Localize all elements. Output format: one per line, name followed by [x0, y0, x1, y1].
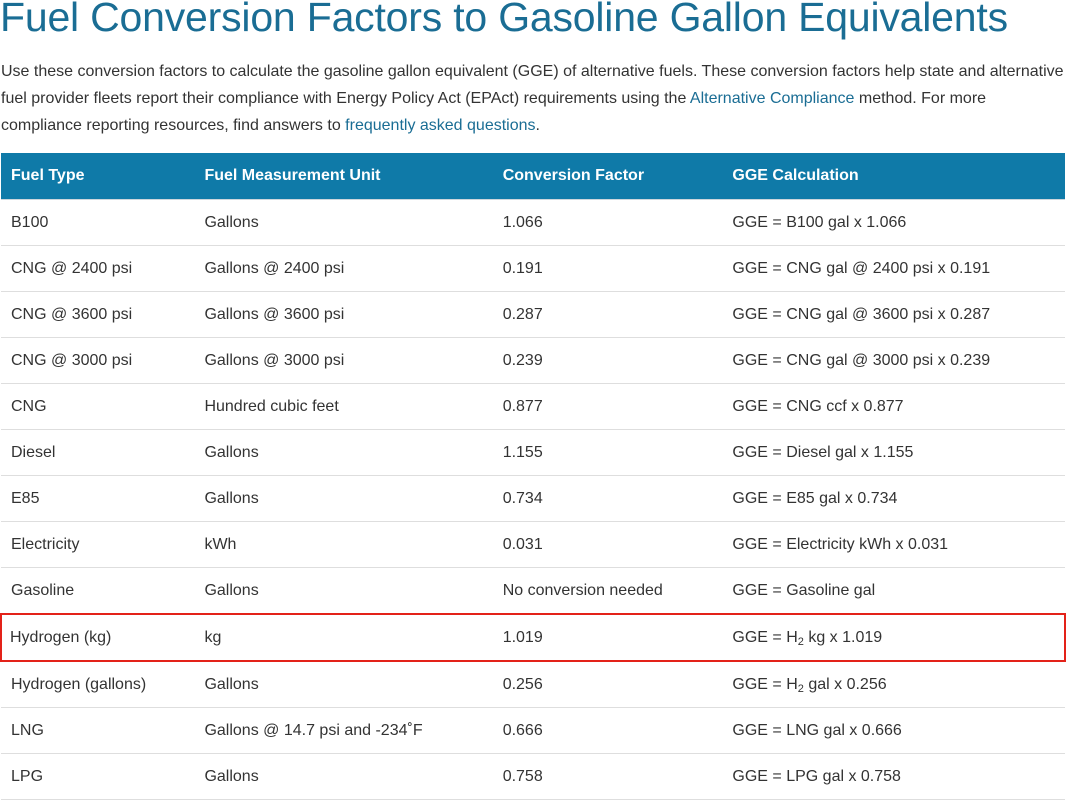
table-row: Diesel Gallons 1.155 GGE = Diesel gal x 1.1… [1, 429, 1065, 476]
gge-calculation-cell: GGE = Gasoline gal [722, 567, 1065, 615]
measurement-unit-cell: Gallons @ 3000 psi [194, 337, 493, 384]
header-conversion-factor: Conversion Factor [492, 153, 723, 200]
measurement-unit-cell: Gallons [194, 199, 493, 246]
conversion-factor-cell: No conversion needed [492, 567, 723, 615]
measurement-unit-cell: Gallons @ 3600 psi [194, 291, 493, 338]
fuel-type-cell: Diesel [1, 429, 195, 476]
page-title: Fuel Conversion Factors to Gasoline Gall… [0, 0, 1008, 40]
gge-calculation-cell: GGE = CNG gal @ 3600 psi x 0.287 [722, 291, 1065, 338]
conversion-factor-cell: 0.666 [492, 707, 723, 754]
table-row: LPG Gallons 0.758 GGE = LPG gal x 0.758 [1, 753, 1065, 800]
gge-calculation-cell: GGE = H2 kg x 1.019 [722, 613, 1066, 662]
measurement-unit-cell: Gallons [194, 429, 493, 476]
intro-paragraph: Use these conversion factors to calculat… [1, 58, 1067, 139]
fuel-type-cell: CNG @ 2400 psi [1, 245, 195, 292]
intro-text-3: . [535, 117, 540, 134]
fuel-type-cell: B100 [1, 199, 195, 246]
fuel-type-cell: E85 [1, 475, 195, 522]
fuel-type-cell: Hydrogen (gallons) [1, 661, 195, 708]
calc-suffix: kg x 1.019 [803, 628, 883, 646]
intro-text-2: method. For more compliance reporting re… [1, 90, 987, 134]
fuel-type-cell: CNG @ 3600 psi [1, 291, 195, 338]
table-row: CNG @ 2400 psi Gallons @ 2400 psi 0.191 GGE… [1, 245, 1065, 292]
conversion-factor-cell: 0.758 [492, 753, 723, 800]
conversion-factor-cell: 0.256 [492, 661, 723, 708]
table-row: LNG Gallons @ 14.7 psi and -234˚F 0.666 GGE… [1, 707, 1065, 754]
measurement-unit-cell: Hundred cubic feet [194, 383, 493, 430]
calc-subscript: 2 [797, 635, 804, 648]
measurement-unit-cell: Gallons [194, 567, 493, 615]
measurement-unit-cell: Gallons [194, 753, 493, 800]
gge-calculation-cell: GGE = E85 gal x 0.734 [722, 475, 1065, 522]
fuel-type-cell: CNG [1, 383, 195, 430]
conversion-factor-cell: 0.734 [492, 475, 723, 522]
header-row: Fuel Type Fuel Measurement Unit Conversi… [1, 153, 1065, 200]
gge-calculation-cell: GGE = LNG gal x 0.666 [722, 707, 1065, 754]
fuel-type-cell: Gasoline [1, 567, 195, 615]
measurement-unit-cell: Gallons @ 14.7 psi and -234˚F [194, 707, 493, 754]
gge-calculation-cell: GGE = Diesel gal x 1.155 [722, 429, 1065, 476]
conversion-factor-cell: 0.287 [492, 291, 723, 338]
table-row: Electricity kWh 0.031 GGE = Electricity kWh… [1, 521, 1065, 568]
conversion-factor-cell: 1.019 [492, 613, 723, 662]
intro-text-1: Use these conversion factors to calculat… [1, 63, 1064, 107]
faq-link[interactable]: frequently asked questions [345, 117, 536, 134]
conversion-factor-cell: 0.239 [492, 337, 723, 384]
table-row: CNG @ 3600 psi Gallons @ 3600 psi 0.287 GGE… [1, 291, 1065, 338]
gge-calculation-cell: GGE = CNG gal @ 3000 psi x 0.239 [722, 337, 1065, 384]
table-row: E85 Gallons 0.734 GGE = E85 gal x 0.734 [1, 475, 1065, 522]
table-row-highlighted: Hydrogen (kg) kg 1.019 GGE = H2 kg x 1.019 [0, 613, 1066, 662]
measurement-unit-cell: Gallons @ 2400 psi [194, 245, 493, 292]
calc-prefix: GGE = H [732, 628, 798, 646]
measurement-unit-cell: kWh [194, 521, 493, 568]
measurement-unit-cell: Gallons [194, 661, 493, 708]
conversion-factor-cell: 0.877 [492, 383, 723, 430]
header-gge-calculation: GGE Calculation [722, 153, 1065, 200]
conversion-factor-cell: 1.155 [492, 429, 723, 476]
table-row: CNG Hundred cubic feet 0.877 GGE = CNG ccf … [1, 383, 1065, 430]
fuel-type-cell: Electricity [1, 521, 195, 568]
conversion-factor-cell: 0.031 [492, 521, 723, 568]
fuel-type-cell: CNG @ 3000 psi [1, 337, 195, 384]
calc-prefix: GGE = H [732, 675, 798, 693]
gge-calculation-cell: GGE = Electricity kWh x 0.031 [722, 521, 1065, 568]
table-row: Gasoline Gallons No conversion needed GGE =… [1, 567, 1065, 615]
fuel-type-cell: Hydrogen (kg) [0, 613, 195, 662]
fuel-type-cell: LPG [1, 753, 195, 800]
table-row: B100 Gallons 1.066 GGE = B100 gal x 1.066 [1, 199, 1065, 246]
calc-subscript: 2 [797, 682, 804, 695]
table-header: Fuel Type Fuel Measurement Unit Conversi… [1, 153, 1065, 200]
table-row: CNG @ 3000 psi Gallons @ 3000 psi 0.239 GGE… [1, 337, 1065, 384]
table-body: B100 Gallons 1.066 GGE = B100 gal x 1.066 CN… [0, 199, 1066, 800]
gge-calculation-cell: GGE = B100 gal x 1.066 [722, 199, 1065, 246]
gge-calculation-cell: GGE = CNG gal @ 2400 psi x 0.191 [722, 245, 1065, 292]
gge-calculation-cell: GGE = H2 gal x 0.256 [722, 661, 1065, 708]
fuel-type-cell: LNG [1, 707, 195, 754]
conversion-factor-cell: 0.191 [492, 245, 723, 292]
header-fuel-type: Fuel Type [1, 153, 195, 200]
table-row: Hydrogen (gallons) Gallons 0.256 GGE = H2 g… [1, 661, 1065, 708]
conversion-factor-cell: 1.066 [492, 199, 723, 246]
conversion-factors-table: Fuel Type Fuel Measurement Unit Conversi… [0, 153, 1066, 800]
gge-calculation-cell: GGE = LPG gal x 0.758 [722, 753, 1065, 800]
alternative-compliance-link[interactable]: Alternative Compliance [689, 90, 855, 107]
header-measurement-unit: Fuel Measurement Unit [194, 153, 493, 200]
measurement-unit-cell: Gallons [194, 475, 493, 522]
measurement-unit-cell: kg [194, 613, 493, 662]
calc-suffix: gal x 0.256 [803, 675, 887, 693]
gge-calculation-cell: GGE = CNG ccf x 0.877 [722, 383, 1065, 430]
